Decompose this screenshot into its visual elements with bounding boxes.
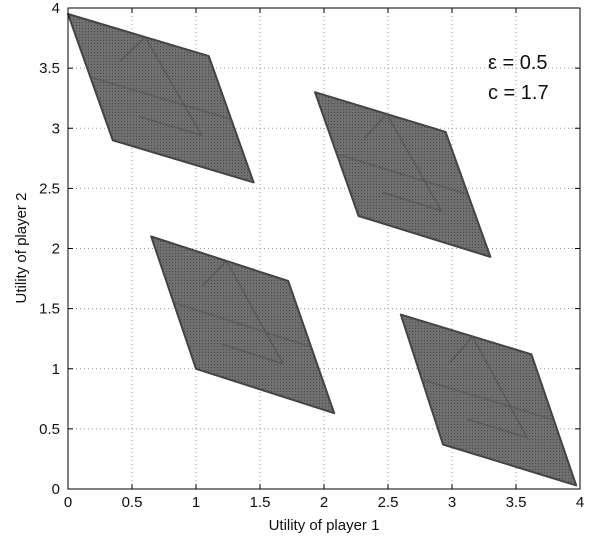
region-inner-line	[336, 153, 469, 196]
region-inner-line	[173, 301, 312, 348]
y-tick-label: 1	[52, 361, 60, 378]
epsilon-annotation: ε = 0.5	[488, 52, 548, 74]
x-tick-labels: 0 0.5 1 1.5 2 2.5 3 3.5 4	[64, 494, 584, 511]
x-tick-label: 1.5	[250, 494, 271, 511]
x-tick-label: 3	[448, 494, 456, 511]
x-tick-label: 3.5	[506, 494, 527, 511]
x-tick-label: 4	[576, 494, 584, 511]
axis-ticks	[67, 7, 581, 490]
y-tick-label: 0.5	[39, 421, 60, 438]
y-tick-label: 4	[52, 0, 60, 17]
region-inner-line	[119, 36, 204, 137]
x-tick-label: 1	[192, 494, 200, 511]
region-inner-line	[449, 335, 529, 439]
y-tick-label: 1.5	[39, 301, 60, 318]
x-axis-label: Utility of player 1	[269, 517, 380, 534]
c-annotation: c = 1.7	[488, 82, 549, 104]
x-tick-label: 0.5	[122, 494, 143, 511]
y-tick-labels: 0 0.5 1 1.5 2 2.5 3 3.5 4	[39, 0, 60, 498]
region-inner-line	[201, 259, 285, 365]
region-inner-line	[421, 378, 554, 421]
feasible-regions	[67, 13, 578, 487]
y-tick-label: 0	[52, 481, 60, 498]
region-inner-line	[90, 76, 232, 120]
y-tick-label: 2.5	[39, 180, 60, 197]
y-tick-label: 3.5	[39, 60, 60, 77]
y-tick-label: 2	[52, 241, 60, 258]
y-axis-label: Utility of player 2	[13, 193, 30, 304]
x-tick-label: 2	[320, 494, 328, 511]
x-tick-label: 0	[64, 494, 72, 511]
region-inner-line	[363, 112, 443, 213]
x-tick-label: 2.5	[378, 494, 399, 511]
y-tick-label: 3	[52, 120, 60, 137]
